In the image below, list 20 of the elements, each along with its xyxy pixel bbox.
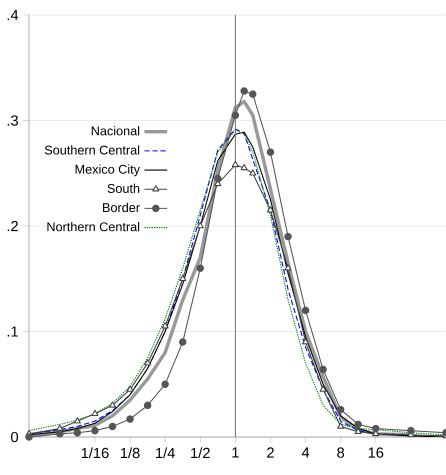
- legend-label: Nacional: [92, 126, 140, 136]
- x-tick-label: 1: [232, 447, 239, 458]
- y-tick-label: .4: [8, 10, 18, 20]
- x-tick-label: 8: [337, 447, 344, 458]
- y-tick-label: 0: [11, 432, 18, 442]
- x-tick-label: 1/16: [82, 447, 109, 458]
- y-tick-label: .3: [8, 115, 18, 126]
- legend-label: Mexico City: [76, 164, 140, 176]
- legend-label: South: [108, 184, 140, 193]
- x-tick-label: 1/8: [120, 447, 140, 458]
- x-tick-label: 16: [368, 447, 384, 458]
- legend-label: Northern Central: [47, 222, 140, 232]
- legend-label: Southern Central: [44, 145, 140, 155]
- legend-label: Border: [103, 202, 140, 212]
- x-tick-label: 2: [267, 447, 274, 458]
- x-tick-label: 1/2: [191, 447, 210, 458]
- x-tick-label: 4: [302, 447, 310, 458]
- y-tick-label: .2: [8, 220, 18, 232]
- y-tick-label: .1: [8, 326, 18, 337]
- x-tick-label: 1/4: [156, 447, 175, 458]
